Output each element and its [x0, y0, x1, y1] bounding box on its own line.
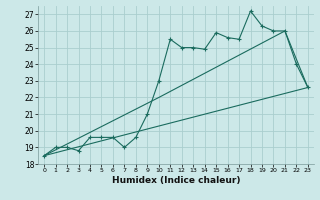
X-axis label: Humidex (Indice chaleur): Humidex (Indice chaleur) — [112, 176, 240, 185]
